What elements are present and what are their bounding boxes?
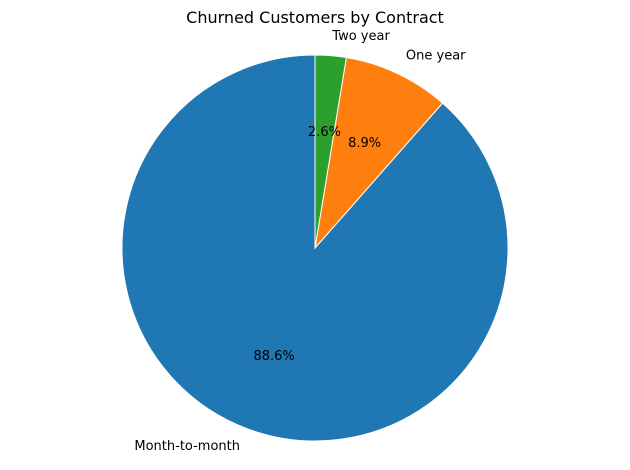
chart-title: Churned Customers by Contract: [186, 8, 444, 27]
pie-slice-one-year: [314, 56, 444, 250]
category-label-two-year: Two year: [331, 29, 390, 44]
percent-label-one-year: 8.9%: [348, 136, 381, 151]
percent-label-two-year: 2.6%: [308, 125, 341, 140]
pie-slice-month-to-month: [121, 54, 509, 442]
pie-slice-two-year: [314, 54, 347, 249]
pie-slices: [121, 54, 509, 442]
category-label-one-year: One year: [406, 49, 466, 64]
percent-label-month-to-month: 88.6%: [253, 349, 294, 364]
pie-labels: 88.6% Month-to-month 8.9% One year 2.6% Two y…: [134, 29, 466, 454]
category-label-month-to-month: Month-to-month: [134, 439, 240, 454]
